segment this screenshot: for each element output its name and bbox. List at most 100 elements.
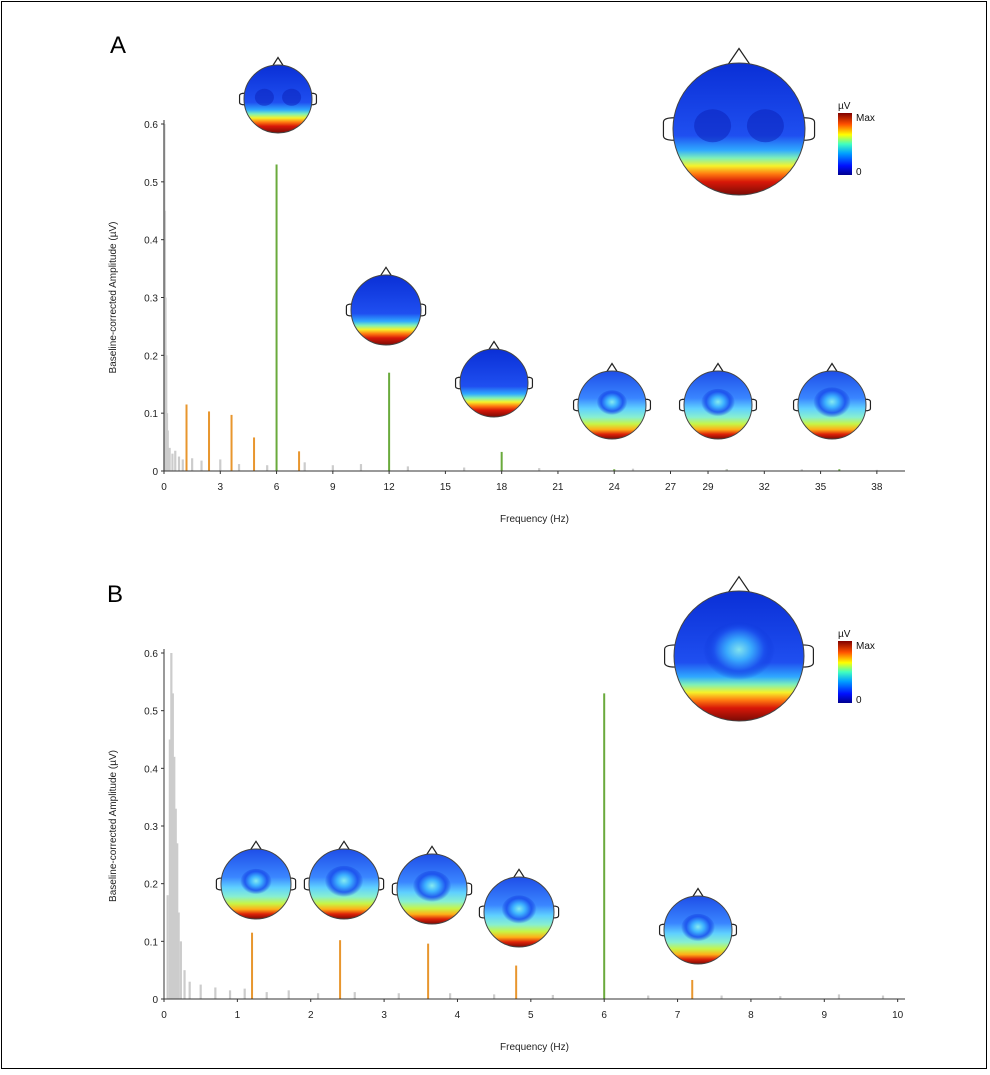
nose [826,362,838,373]
x-tick-label: 2 [308,1010,314,1021]
topomap [678,362,758,440]
y-tick-label: 0 [152,467,158,478]
right-ear [465,882,473,896]
background-bar [303,462,306,471]
colorbar: µV Max 0 [838,629,875,706]
right-ear [526,376,534,390]
x-tick-label: 29 [702,482,714,493]
x-tick-label: 5 [528,1010,534,1021]
left-ear [678,398,686,412]
background-bar [837,994,841,999]
y-tick-label: 0 [152,995,158,1006]
y-axis-label: Baseline-corrected Amplitude (µV) [108,222,119,374]
background-bar [176,843,179,999]
background-bar [214,987,217,999]
right-ear [644,398,652,412]
right-ear [377,877,385,891]
oddball-bar [691,979,694,999]
nose [606,362,618,373]
colorbar: µV Max 0 [838,101,875,178]
right-ear [750,398,758,412]
colorbar-max-label: Max [856,113,875,124]
x-tick-label: 10 [892,1010,904,1021]
background-bar [353,992,356,999]
background-bar [875,469,878,471]
scalp-dark-left [694,109,732,143]
background-bar [243,988,246,999]
background-bar [174,808,177,999]
background-bar [174,450,177,471]
background-bar [720,995,723,999]
right-ear [802,644,814,668]
x-tick-label: 21 [552,482,564,493]
base-bar [388,372,391,471]
background-bar [166,430,169,471]
nose [337,840,351,851]
left-ear [454,376,462,390]
x-tick-label: 3 [217,482,223,493]
background-bar [168,739,171,999]
series-base [603,693,606,999]
panel-b: B 0 0.1 0.2 0.3 0.4 0.5 0.6 0 1 2 3 4 5 6 7 8 9 10 Frequenc… [107,575,905,1053]
x-tick-label: 0 [161,1010,167,1021]
panel-label: B [107,581,123,608]
y-tick-label: 0.6 [144,120,158,131]
scalp-center-activity [324,865,364,899]
colorbar-min-label: 0 [856,167,862,178]
x-tick-label: 0 [161,482,167,493]
background-bar [881,995,885,999]
scalp-center-activity [501,895,537,926]
left-ear [792,398,800,412]
base-bar [838,469,841,471]
colorbar-gradient [838,641,852,703]
y-tick-label: 0.5 [144,178,158,189]
oddball-bar [230,414,233,471]
scalp-dark-right [746,109,784,143]
scalp-center-activity [703,622,775,684]
left-ear [664,644,676,668]
oddball-bar [515,965,518,999]
x-tick-label: 1 [235,1010,241,1021]
nose [512,868,526,879]
background-bar [170,653,173,999]
base-bar [613,469,616,471]
x-tick-label: 8 [748,1010,754,1021]
topomap [454,340,534,418]
scalp-center-activity [701,388,735,418]
right-ear [552,905,560,919]
background-bar [228,990,232,999]
series-background [166,653,885,999]
left-ear [478,905,486,919]
colorbar-gradient [838,113,852,175]
right-ear [419,303,427,317]
background-bar [168,447,171,471]
scalp-dark-right [282,88,302,106]
y-tick-label: 0.1 [144,937,158,948]
x-tick-label: 24 [609,482,621,493]
x-tick-label: 7 [675,1010,681,1021]
nose [692,887,704,898]
background-bar [800,469,803,471]
x-tick-label: 18 [496,482,508,493]
topomap [792,362,872,440]
background-bar [725,469,728,471]
scalp-center-activity [681,913,715,943]
background-bar [183,970,186,999]
oddball-bar [208,411,211,471]
left-ear [572,398,580,412]
left-ear [238,92,246,106]
right-ear [730,923,738,937]
topomap [658,887,738,965]
panel-a: A 0 0.1 0.2 0.3 0.4 0.5 0.6 0 3 6 9 12 15 18 21 24 27 29 32… [108,32,905,525]
background-bar [177,912,180,999]
base-bar [500,451,503,471]
background-bar [493,994,496,999]
x-tick-label: 3 [381,1010,387,1021]
nose [379,266,393,277]
background-bar [538,468,541,471]
colorbar-max-label: Max [856,641,875,652]
scalp-center-activity [813,387,851,420]
background-bar [449,993,452,999]
y-tick-label: 0.6 [144,649,158,660]
